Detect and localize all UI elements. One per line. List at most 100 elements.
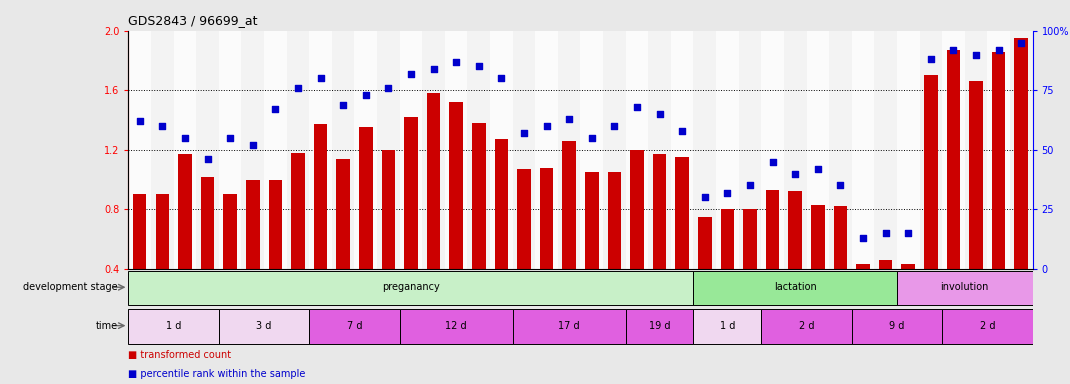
Point (651, 111, 668, 117)
Bar (671, 31, 693, 269)
Bar (947, 50, 960, 328)
Point (809, 166, 826, 172)
Bar (988, 31, 1010, 269)
Point (742, 182, 759, 189)
Text: ■ transformed count: ■ transformed count (128, 350, 231, 360)
Bar (766, 190, 779, 328)
Text: development stage: development stage (24, 282, 118, 292)
Bar (807, 31, 829, 269)
Text: 17 d: 17 d (559, 321, 580, 331)
Point (922, 56, 939, 62)
Bar (246, 180, 260, 328)
Bar (811, 205, 825, 328)
Bar (581, 31, 603, 269)
Bar (626, 31, 648, 269)
Bar (874, 31, 897, 269)
Text: 7 d: 7 d (347, 321, 362, 331)
Point (628, 104, 645, 110)
Bar (314, 124, 327, 328)
Point (380, 85, 397, 91)
Bar (196, 31, 219, 269)
Bar (744, 209, 756, 328)
Bar (992, 51, 1006, 328)
Bar (720, 209, 734, 328)
Bar (789, 191, 802, 328)
Bar (1010, 31, 1033, 269)
Text: 2 d: 2 d (980, 321, 995, 331)
Bar (943, 309, 1033, 344)
Bar (943, 31, 965, 269)
Bar (969, 81, 983, 328)
Text: 1 d: 1 d (720, 321, 735, 331)
Point (583, 135, 600, 141)
Text: 1 d: 1 d (166, 321, 181, 331)
Point (266, 106, 284, 113)
Point (764, 159, 781, 165)
Bar (291, 153, 305, 328)
Point (877, 230, 895, 236)
Text: 9 d: 9 d (889, 321, 904, 331)
Point (967, 51, 984, 58)
Bar (490, 31, 513, 269)
Bar (400, 309, 513, 344)
Point (154, 123, 171, 129)
Bar (224, 194, 236, 328)
Bar (856, 264, 870, 328)
Bar (738, 31, 762, 269)
Bar (535, 31, 557, 269)
Bar (173, 31, 196, 269)
Point (357, 92, 374, 98)
Bar (468, 31, 490, 269)
Bar (445, 31, 468, 269)
Bar (242, 31, 264, 269)
Bar (128, 271, 693, 305)
Bar (924, 75, 937, 328)
Point (312, 75, 330, 81)
Text: 12 d: 12 d (445, 321, 467, 331)
Bar (382, 150, 395, 328)
Point (132, 118, 149, 124)
Point (447, 59, 464, 65)
Point (493, 75, 510, 81)
Bar (829, 31, 852, 269)
Bar (762, 31, 784, 269)
Bar (852, 31, 874, 269)
Bar (1014, 38, 1028, 328)
Bar (513, 309, 626, 344)
Bar (128, 31, 151, 269)
Bar (557, 31, 581, 269)
Point (719, 190, 736, 196)
Bar (309, 309, 400, 344)
Bar (563, 141, 576, 328)
Bar (585, 172, 598, 328)
Point (289, 85, 306, 91)
Bar (653, 154, 667, 328)
Bar (133, 194, 147, 328)
Bar (852, 309, 943, 344)
Bar (626, 309, 693, 344)
Text: ■ percentile rank within the sample: ■ percentile rank within the sample (128, 369, 306, 379)
Point (335, 101, 352, 108)
Bar (878, 260, 892, 328)
Bar (201, 177, 214, 328)
Point (177, 135, 194, 141)
Point (900, 230, 917, 236)
Point (199, 156, 216, 162)
Point (855, 235, 872, 241)
Bar (630, 150, 644, 328)
Point (1012, 40, 1029, 46)
Bar (336, 159, 350, 328)
Bar (128, 309, 219, 344)
Bar (449, 102, 463, 328)
Bar (901, 264, 915, 328)
Bar (423, 31, 445, 269)
Point (786, 170, 804, 177)
Text: GDS2843 / 96699_at: GDS2843 / 96699_at (128, 14, 258, 27)
Point (244, 142, 261, 148)
Point (516, 130, 533, 136)
Text: 3 d: 3 d (257, 321, 272, 331)
Bar (377, 31, 400, 269)
Bar (716, 31, 738, 269)
Bar (834, 206, 847, 328)
Bar (219, 309, 309, 344)
